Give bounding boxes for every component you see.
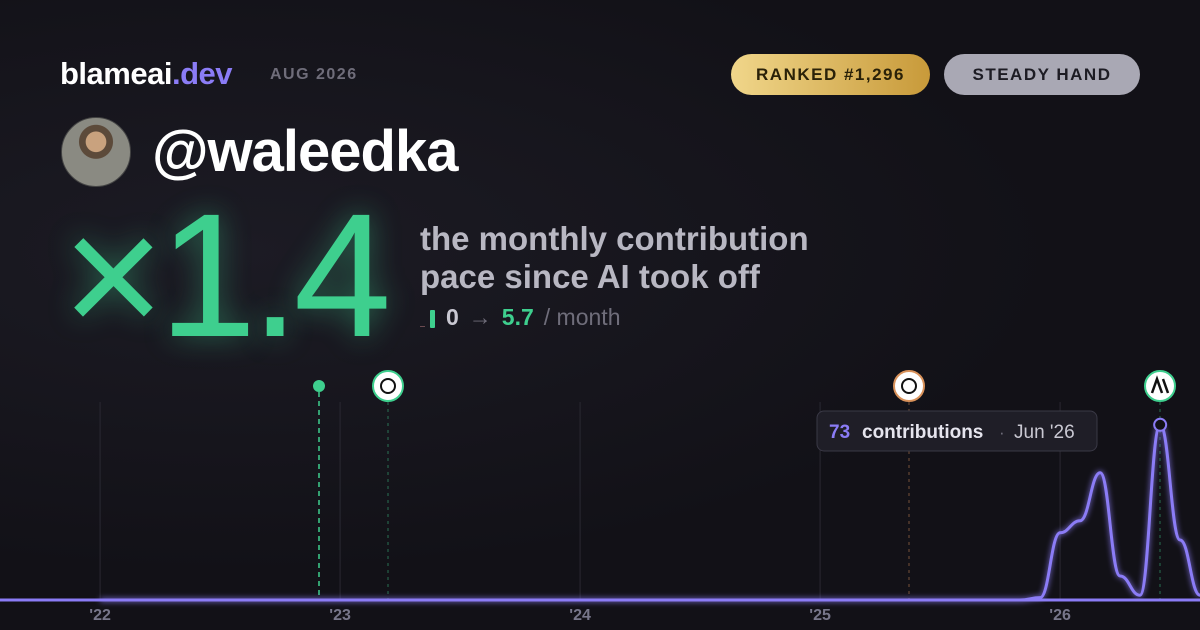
pace-to: 5.7 <box>501 304 534 330</box>
tooltip-separator: · <box>999 423 1005 442</box>
handle: @waleedka <box>152 119 458 184</box>
x-tick-label: '24 <box>569 607 591 624</box>
event-dot <box>313 380 325 392</box>
avatar <box>61 117 131 187</box>
event-icon <box>372 370 404 402</box>
event-icon-glyph <box>1150 375 1170 394</box>
tooltip-date: Jun '26 <box>1014 422 1075 443</box>
grid: '22 '23 '24 '25 '26 <box>89 402 1071 624</box>
tooltip-value: 73 <box>829 422 850 443</box>
pace-from: 0 <box>446 304 459 330</box>
x-tick-label: '25 <box>809 607 831 624</box>
event-icon <box>893 370 925 402</box>
pace-bars <box>420 308 436 328</box>
x-tick-label: '22 <box>89 607 111 624</box>
description: the monthly contribution pace since AI t… <box>420 220 809 296</box>
x-tick-label: '26 <box>1049 607 1071 624</box>
brand-tld: .dev <box>171 56 233 91</box>
pace: 0 → 5.7 / month <box>420 304 621 331</box>
description-line: pace since AI took off <box>420 258 760 295</box>
rank-badge: RANKED #1,296 <box>731 54 930 95</box>
pace-unit: / month <box>543 304 621 330</box>
brand-name: blameai <box>60 56 172 91</box>
brand: blameai.dev <box>60 56 232 92</box>
tooltip-label: contributions <box>862 422 983 443</box>
period: AUG 2026 <box>270 66 358 83</box>
plot <box>100 417 1200 602</box>
description-line: the monthly contribution <box>420 220 809 257</box>
tooltip <box>816 410 1098 452</box>
event-icon-glyph <box>380 378 396 394</box>
x-tick-label: '23 <box>329 607 351 624</box>
multiplier: ×1.4 <box>62 178 391 374</box>
pace-arrow: → <box>468 304 492 330</box>
hover-point <box>1153 417 1168 432</box>
event-icon-glyph <box>901 378 917 394</box>
style-badge: STEADY HAND <box>944 54 1140 95</box>
